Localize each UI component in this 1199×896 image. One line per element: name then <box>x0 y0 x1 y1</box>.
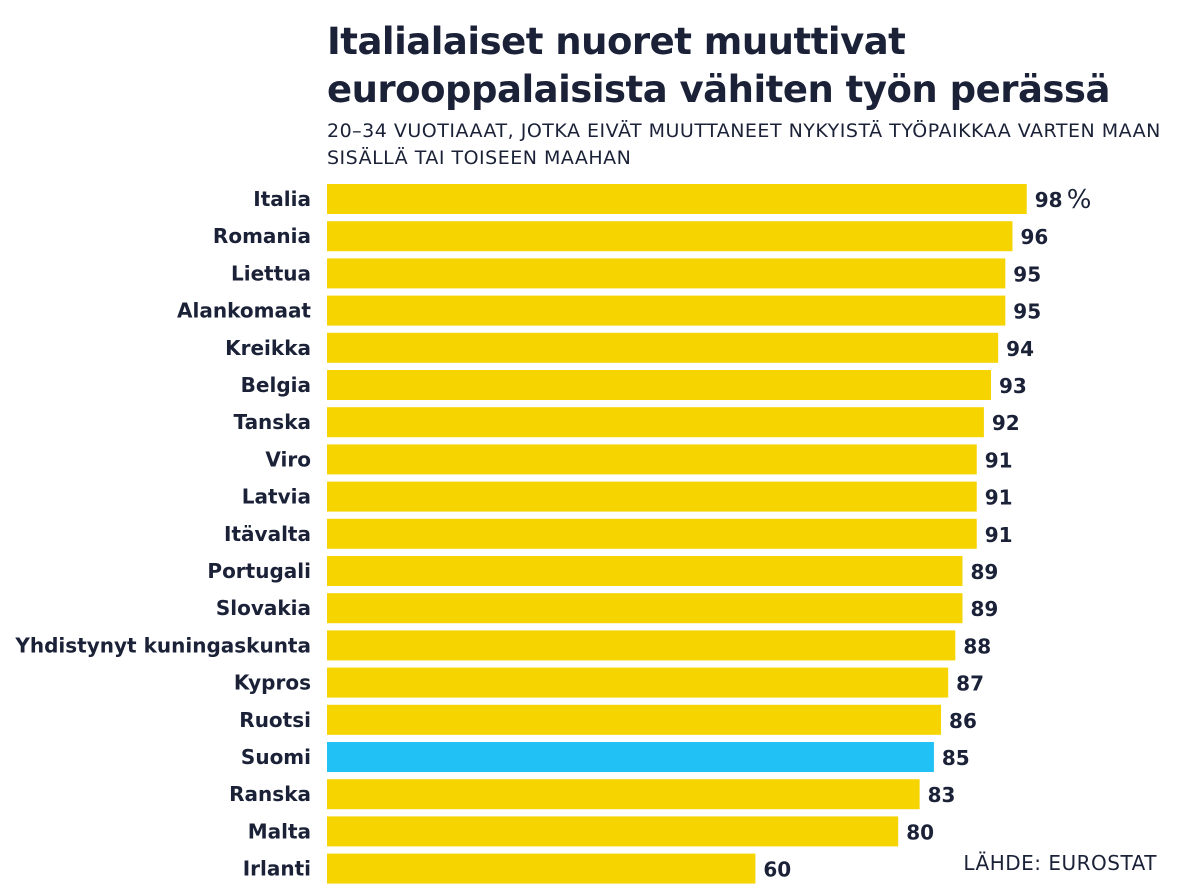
category-label: Alankomaat <box>177 299 311 323</box>
bar-italia <box>327 184 1027 214</box>
category-label: Irlanti <box>243 857 311 881</box>
value-label: 93 <box>999 374 1027 398</box>
value-label: 85 <box>942 746 970 770</box>
category-label: Suomi <box>241 745 311 769</box>
value-label: 87 <box>956 672 984 696</box>
source-note: LÄHDE: EUROSTAT <box>963 851 1157 875</box>
value-label: 92 <box>992 411 1020 435</box>
chart-title: Italialaiset nuoret muuttivat eurooppala… <box>327 20 1110 111</box>
value-label: 83 <box>928 783 956 807</box>
value-label: 88 <box>963 634 991 658</box>
bar-portugali <box>327 556 963 586</box>
value-label: 80 <box>906 820 934 844</box>
category-label: Italia <box>253 187 311 211</box>
category-label: Kypros <box>234 671 311 695</box>
bar-kreikka <box>327 332 999 363</box>
bar-irlanti <box>327 853 756 884</box>
bar-liettua <box>327 258 1006 289</box>
category-label: Malta <box>248 819 311 843</box>
category-label: Slovakia <box>216 596 311 620</box>
bar-itävalta <box>327 518 977 549</box>
bar-tanska <box>327 407 984 438</box>
category-label: Kreikka <box>225 336 311 360</box>
bar-ruotsi <box>327 704 942 735</box>
category-label: Belgia <box>241 373 311 397</box>
bar-viro <box>327 444 977 475</box>
category-label: Latvia <box>242 485 311 509</box>
bar-malta <box>327 816 899 847</box>
unit-label: % <box>1067 185 1092 215</box>
bar-yhdistynyt-kuningaskunta <box>327 630 956 661</box>
value-label: 60 <box>763 858 791 882</box>
value-label: 89 <box>970 597 998 621</box>
value-label: 96 <box>1020 225 1048 249</box>
bar-suomi <box>327 742 934 772</box>
category-label: Romania <box>213 224 311 248</box>
bar-romania <box>327 221 1013 252</box>
value-label: 86 <box>949 709 977 733</box>
bar-latvia <box>327 481 977 512</box>
category-label: Tanska <box>234 410 312 434</box>
category-label: Ranska <box>229 782 311 806</box>
bar-belgia <box>327 370 992 400</box>
value-label: 95 <box>1013 300 1041 324</box>
value-label: 91 <box>985 523 1013 547</box>
category-label: Itävalta <box>224 522 311 546</box>
bar-alankomaat <box>327 295 1006 326</box>
value-label: 98 <box>1035 188 1063 212</box>
bar-slovakia <box>327 593 963 624</box>
bar-ranska <box>327 779 920 810</box>
bar-kypros <box>327 667 949 698</box>
category-label: Viro <box>265 447 311 471</box>
value-label: 91 <box>985 486 1013 510</box>
value-label: 94 <box>1006 337 1034 361</box>
category-label: Ruotsi <box>239 708 311 732</box>
value-label: 89 <box>970 560 998 584</box>
category-label: Portugali <box>207 559 311 583</box>
value-label: 91 <box>985 448 1013 472</box>
category-label: Liettua <box>231 261 311 285</box>
value-label: 95 <box>1013 262 1041 286</box>
category-label: Yhdistynyt kuningaskunta <box>14 633 311 657</box>
chart-subtitle: 20–34 VUOTIAAAT, JOTKA EIVÄT MUUTTANEET … <box>327 120 1161 169</box>
